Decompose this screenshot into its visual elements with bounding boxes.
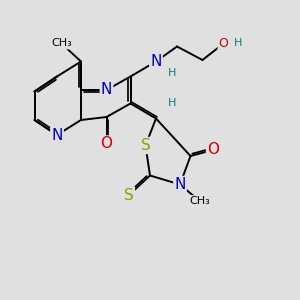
- Text: S: S: [141, 138, 150, 153]
- Text: N: N: [51, 128, 63, 142]
- Text: N: N: [101, 82, 112, 98]
- Text: N: N: [150, 54, 162, 69]
- Text: H: H: [234, 38, 243, 49]
- Text: S: S: [124, 188, 134, 202]
- Text: N: N: [174, 177, 186, 192]
- Text: O: O: [207, 142, 219, 158]
- Text: CH₃: CH₃: [189, 196, 210, 206]
- Text: O: O: [100, 136, 112, 152]
- Text: H: H: [168, 68, 177, 79]
- Text: H: H: [168, 98, 177, 109]
- Text: CH₃: CH₃: [51, 38, 72, 49]
- Text: O: O: [219, 37, 228, 50]
